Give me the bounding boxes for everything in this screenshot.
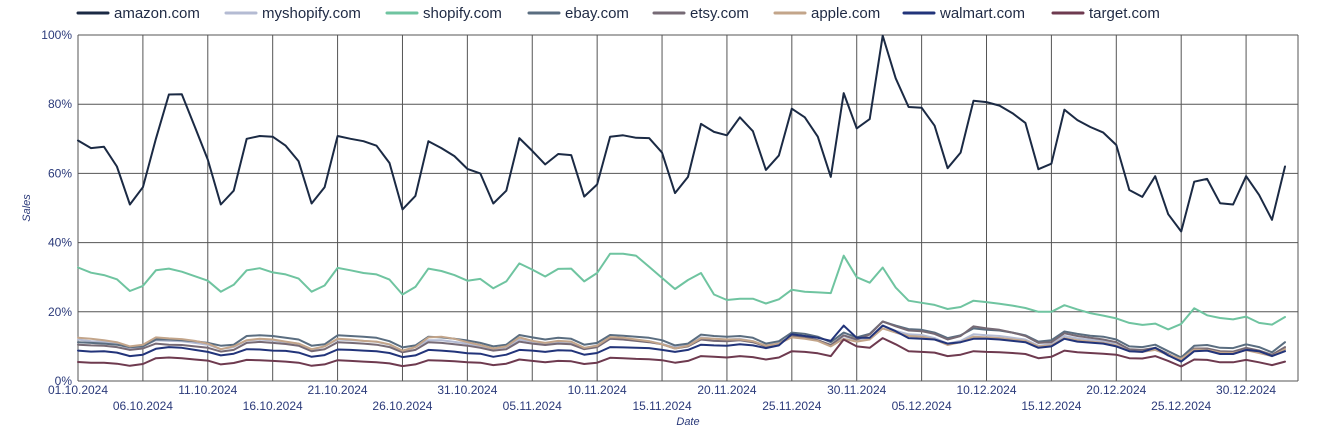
x-tick-label: 30.11.2024 [827, 383, 886, 397]
x-tick-label: 20.12.2024 [1086, 383, 1146, 397]
grid [77, 34, 1299, 382]
y-tick-label: 60% [48, 166, 72, 180]
series-line-walmart-com [77, 324, 1286, 363]
legend-label: myshopify.com [262, 5, 361, 22]
legend-label: etsy.com [690, 5, 749, 22]
x-tick-label: 01.10.2024 [48, 383, 108, 397]
y-axis-title: Sales [21, 194, 33, 222]
y-tick-label: 20% [48, 305, 72, 319]
x-tick-label: 15.11.2024 [632, 399, 691, 413]
x-tick-label: 10.12.2024 [956, 383, 1016, 397]
legend-label: apple.com [811, 5, 880, 22]
legend-label: target.com [1089, 5, 1160, 22]
y-tick-label: 100% [41, 28, 72, 42]
x-tick-label: 25.12.2024 [1151, 399, 1211, 413]
y-tick-label: 80% [48, 97, 72, 111]
x-tick-label: 21.10.2024 [308, 383, 368, 397]
x-tick-label: 06.10.2024 [113, 399, 173, 413]
x-tick-label: 20.11.2024 [697, 383, 756, 397]
x-tick-label: 10.11.2024 [568, 383, 627, 397]
x-tick-label: 15.12.2024 [1021, 399, 1081, 413]
series-line-apple-com [77, 327, 1286, 360]
x-tick-label: 05.11.2024 [503, 399, 562, 413]
x-tick-label: 16.10.2024 [243, 399, 303, 413]
legend: amazon.com myshopify.com shopify.com ebay.c… [76, 5, 1160, 22]
x-tick-label: 30.12.2024 [1216, 383, 1276, 397]
legend-label: ebay.com [565, 5, 629, 22]
x-tick-label: 11.10.2024 [178, 383, 237, 397]
x-tick-label: 31.10.2024 [437, 383, 497, 397]
y-tick-label: 40% [48, 236, 72, 250]
y-tick-label: 0% [55, 374, 73, 388]
x-tick-label: 26.10.2024 [372, 399, 432, 413]
series-line-shopify-com [77, 252, 1286, 331]
series-line-amazon-com [77, 34, 1286, 233]
y-axis: 0% 20% 40% 60% 80% 100% [41, 28, 72, 388]
x-axis-title: Date [676, 416, 699, 428]
x-tick-label: 05.12.2024 [892, 399, 952, 413]
legend-label: walmart.com [939, 5, 1025, 22]
legend-label: shopify.com [423, 5, 502, 22]
x-axis: 01.10.2024 06.10.2024 11.10.2024 16.10.2024… [48, 383, 1276, 413]
x-tick-label: 25.11.2024 [762, 399, 821, 413]
series-line-ebay-com [77, 320, 1286, 359]
series-lines [77, 34, 1286, 368]
legend-label: amazon.com [114, 5, 200, 22]
series-line-target-com [77, 337, 1286, 368]
